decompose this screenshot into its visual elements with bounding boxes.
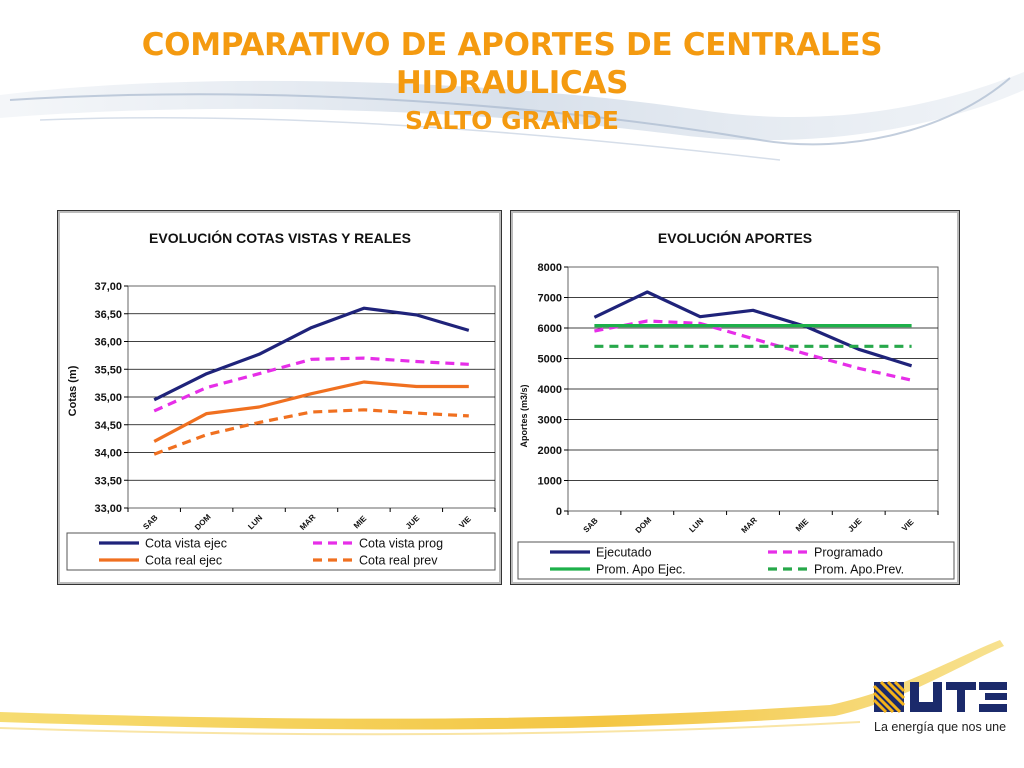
y-axis-label: Cotas (m) — [67, 365, 79, 416]
logo-tagline: La energía que nos une — [874, 720, 1007, 734]
x-tick-label: VIE — [457, 514, 473, 530]
y-tick-label: 1000 — [538, 476, 562, 488]
legend-label-3: Prom. Apo Ejec. — [596, 563, 686, 577]
legend-label-1: Ejecutado — [596, 546, 652, 560]
x-tick-label: SAB — [582, 516, 600, 534]
chart-title: EVOLUCIÓN APORTES — [658, 229, 812, 246]
x-tick-label: JUE — [404, 513, 422, 531]
x-tick-label: LUN — [246, 513, 264, 531]
legend-box — [66, 532, 496, 571]
series-line-2 — [153, 356, 469, 413]
legend-label-2: Programado — [814, 546, 883, 560]
x-tick-label: MIE — [352, 514, 369, 531]
y-tick-label: 34,00 — [94, 448, 122, 460]
title-line-1: COMPARATIVO DE APORTES DE CENTRALES — [141, 27, 883, 63]
legend-label-2: Cota vista prog — [359, 537, 443, 551]
x-tick-label: LUN — [687, 516, 705, 534]
chart-aportes-svg: EVOLUCIÓN APORTES 0 1000 2000 3000 4000 5000 60… — [517, 229, 955, 580]
y-tick-label: 0 — [556, 506, 562, 518]
y-tick-label: 36,00 — [94, 337, 122, 349]
x-tick-label: MAR — [298, 512, 317, 531]
y-tick-label: 3000 — [538, 415, 562, 427]
legend-label-4: Prom. Apo.Prev. — [814, 563, 904, 577]
x-tick-label: MAR — [740, 515, 759, 534]
y-tick-label: 2000 — [538, 445, 562, 457]
ute-wordmark — [910, 682, 1007, 712]
ute-stripes-mark — [872, 680, 906, 714]
legend-box — [517, 541, 955, 580]
y-tick-label: 7000 — [538, 293, 562, 305]
x-tick-label: DOM — [634, 515, 654, 535]
chart-title: EVOLUCIÓN COTAS VISTAS Y REALES — [149, 229, 411, 246]
y-axis-label: Aportes (m3/s) — [519, 384, 529, 447]
y-tick-label: 33,00 — [94, 503, 122, 515]
ute-logo — [872, 680, 1007, 714]
y-tick-label: 8000 — [538, 262, 562, 274]
y-tick-label: 35,00 — [94, 392, 122, 404]
x-tick-label: SAB — [141, 513, 159, 531]
chart-aportes: EVOLUCIÓN APORTES 0 1000 2000 3000 4000 5000 60… — [510, 210, 960, 585]
series-line-3 — [153, 380, 469, 443]
x-tick-label: VIE — [900, 517, 916, 533]
x-tick-label: DOM — [193, 512, 213, 532]
chart-cotas-svg: EVOLUCIÓN COTAS VISTAS Y REALES 33,00 33,5… — [66, 229, 496, 571]
y-tick-label: 4000 — [538, 384, 562, 396]
y-tick-label: 6000 — [538, 323, 562, 335]
y-tick-label: 37,00 — [94, 281, 122, 293]
legend-label-3: Cota real ejec — [145, 554, 222, 568]
y-tick-label: 34,50 — [94, 420, 122, 432]
series-line-1 — [153, 306, 470, 402]
title-line-2: HIDRAULICAS — [395, 65, 629, 101]
legend-label-4: Cota real prev — [359, 554, 438, 568]
y-tick-label: 5000 — [538, 354, 562, 366]
title-line-3: SALTO GRANDE — [404, 106, 620, 135]
y-tick-label: 35,50 — [94, 364, 122, 376]
series-line-2 — [594, 319, 912, 382]
legend-label-1: Cota vista ejec — [145, 537, 227, 551]
chart-cotas: EVOLUCIÓN COTAS VISTAS Y REALES 33,00 33,5… — [57, 210, 502, 585]
x-tick-label: MIE — [794, 517, 811, 534]
y-tick-label: 33,50 — [94, 475, 122, 487]
x-tick-label: JUE — [846, 516, 864, 534]
series-line-1 — [593, 290, 913, 368]
y-tick-label: 36,50 — [94, 309, 122, 321]
slide-title: COMPARATIVO DE APORTES DE CENTRALES HIDR… — [0, 26, 1024, 136]
